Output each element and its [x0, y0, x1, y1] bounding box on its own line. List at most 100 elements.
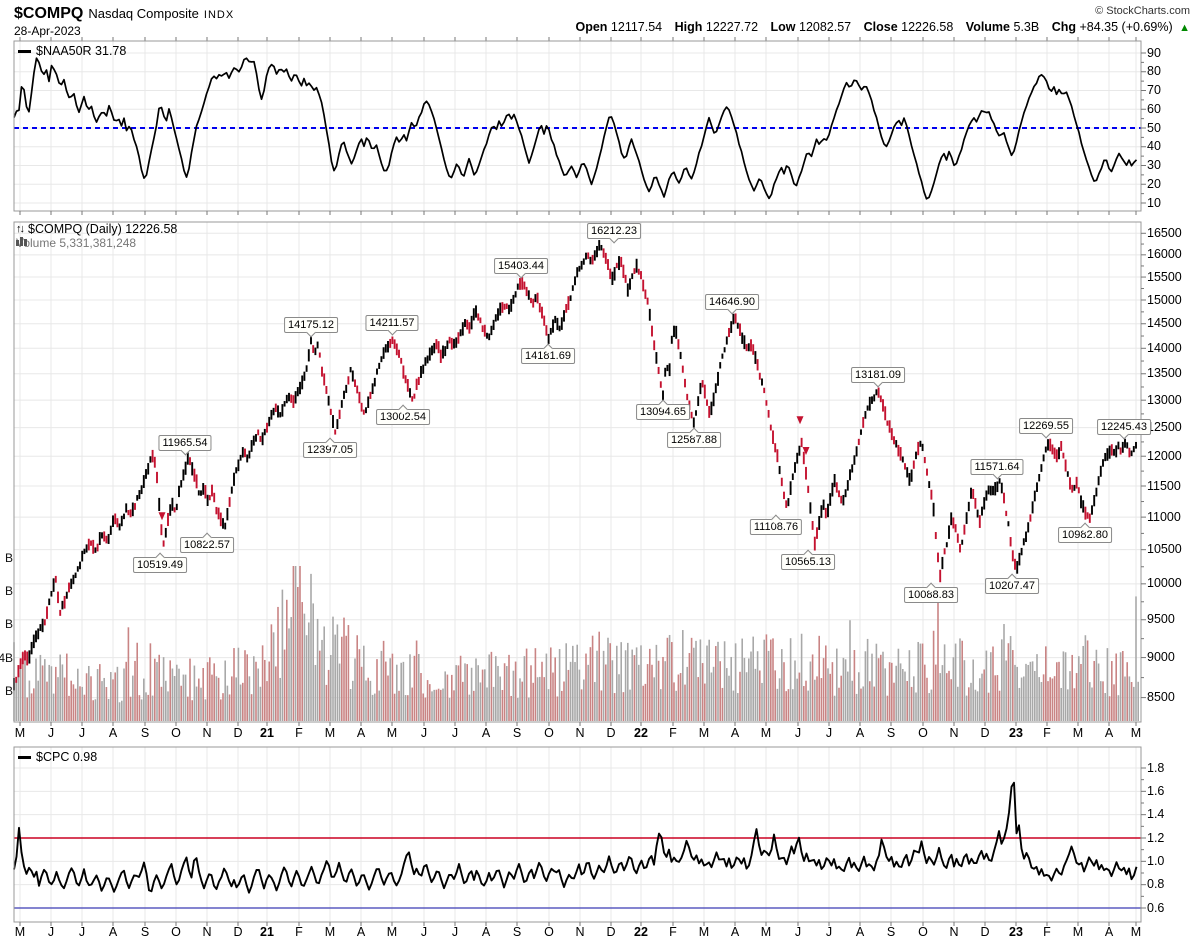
naa50r-y-axis-label: 20	[1147, 176, 1161, 191]
cpc-x-axis-label: M	[324, 925, 336, 939]
price-annotation: 12587.88	[667, 427, 721, 448]
chg-label: Chg	[1051, 20, 1077, 34]
cpc-legend-label: $CPC 0.98	[36, 750, 98, 764]
compq-y-axis-label: 13000	[1147, 392, 1182, 407]
cpc-x-axis-label: J	[451, 925, 459, 939]
cpc-y-axis-label: 1.2	[1147, 830, 1165, 845]
naa50r-legend-label: $NAA50R 31.78	[36, 44, 127, 58]
main-x-axis-label: D	[980, 726, 990, 740]
cpc-x-axis-label: O	[918, 925, 928, 939]
volume-bars-icon	[16, 237, 27, 246]
main-x-axis-label: A	[356, 726, 366, 740]
naa50r-y-axis-label: 30	[1147, 158, 1161, 172]
compq-y-axis-label: 10000	[1147, 576, 1182, 591]
down-arrow-marker	[158, 512, 166, 521]
main-x-axis-label: N	[949, 726, 959, 740]
main-x-axis-label: A	[1104, 726, 1114, 740]
cpc-x-axis-label: A	[481, 925, 491, 939]
cpc-x-axis-label: N	[949, 925, 959, 939]
naa50r-legend: $NAA50R 31.78	[18, 44, 126, 58]
compq-y-axis-label: 9000	[1147, 650, 1175, 665]
cpc-x-axis-label: J	[794, 925, 802, 939]
cpc-y-axis-label: 1.8	[1147, 760, 1165, 775]
line-swatch-icon	[18, 49, 31, 53]
low-label: Low	[770, 20, 796, 34]
main-x-axis-label: S	[886, 726, 896, 740]
main-x-axis-label: O	[918, 726, 928, 740]
naa50r-y-axis-label: 70	[1147, 83, 1161, 97]
price-annotation: 13181.09	[851, 367, 905, 388]
cpc-x-axis-label: M	[698, 925, 710, 939]
price-annotation: 13094.65	[636, 399, 690, 421]
compq-legend-label: $COMPQ (Daily) 12226.58	[28, 222, 178, 236]
price-annotation: 12245.43	[1097, 419, 1151, 440]
cpc-x-axis-label: D	[606, 925, 616, 939]
main-x-axis-label: F	[1043, 726, 1051, 740]
price-annotation: 10822.57	[180, 533, 234, 554]
main-x-axis-label: A	[730, 726, 740, 740]
volume-label: Volume	[965, 20, 1011, 34]
cpc-y-axis-label: 1.6	[1147, 783, 1165, 798]
compq-y-axis-label: 10500	[1147, 542, 1182, 557]
main-x-axis-label: J	[451, 726, 459, 740]
cpc-x-axis-label: 23	[1009, 925, 1023, 939]
cpc-x-axis-label: M	[386, 925, 398, 939]
cpc-x-axis-label: O	[171, 925, 181, 939]
price-annotation: 10519.49	[133, 552, 187, 574]
panel-border	[13, 40, 1142, 212]
cpc-x-axis-label: A	[1104, 925, 1114, 939]
exchange: INDX	[203, 9, 235, 21]
compq-y-axis-label: 15000	[1147, 292, 1182, 307]
main-x-axis-label: J	[825, 726, 833, 740]
cpc-x-axis-label: A	[108, 925, 118, 939]
compq-y-axis-label: 11000	[1147, 509, 1181, 524]
compq-y-axis-label: 14500	[1147, 316, 1182, 331]
down-arrow-marker	[796, 416, 804, 425]
cpc-x-axis-label: M	[1130, 925, 1142, 939]
cpc-x-axis-label: F	[295, 925, 303, 939]
main-x-axis-label: M	[1072, 726, 1084, 740]
main-x-axis-label: M	[14, 726, 26, 740]
main-x-axis-label: 22	[634, 726, 648, 740]
main-x-axis-label: J	[78, 726, 86, 740]
main-x-axis-label: O	[544, 726, 554, 740]
main-x-axis-label: M	[1130, 726, 1142, 740]
naa50r-y-axis-label: 10	[1147, 195, 1161, 210]
compq-y-axis-label: 14000	[1147, 340, 1182, 355]
copyright: © StockCharts.com	[1095, 5, 1190, 17]
open-label: Open	[575, 20, 608, 34]
main-x-axis-label: 23	[1009, 726, 1023, 740]
cpc-x-axis-label: 22	[634, 925, 648, 939]
naa50r-line	[13, 57, 1138, 200]
cpc-x-axis-label: S	[886, 925, 896, 939]
cpc-x-axis-label: A	[855, 925, 865, 939]
main-x-axis-label: A	[855, 726, 865, 740]
chart-date: 28-Apr-2023	[14, 24, 81, 38]
down-arrow-marker	[802, 447, 810, 456]
volume-axis-label: B	[4, 684, 13, 698]
main-x-axis-label: M	[760, 726, 772, 740]
naa50r-y-axis-label: 80	[1147, 64, 1161, 79]
cpc-y-axis-label: 0.6	[1147, 900, 1165, 915]
compq-y-axis-label: 8500	[1147, 690, 1175, 705]
cpc-x-axis-label: N	[575, 925, 585, 939]
cpc-x-axis-label: J	[47, 925, 55, 939]
volume-axis-label: 4B	[0, 651, 13, 665]
main-x-axis-label: O	[171, 726, 181, 740]
cpc-y-axis-label: 1.0	[1147, 853, 1165, 868]
cpc-x-axis-label: M	[1072, 925, 1084, 939]
price-annotation: 12269.55	[1019, 417, 1073, 439]
naa50r-y-axis-label: 90	[1147, 45, 1161, 60]
compq-y-axis-label: 15500	[1147, 269, 1182, 284]
main-x-axis-label: F	[295, 726, 303, 740]
main-x-axis-label: J	[47, 726, 55, 740]
main-x-axis-label: D	[606, 726, 616, 740]
cpc-legend: $CPC 0.98	[18, 750, 97, 764]
cpc-y-axis-label: 1.4	[1147, 807, 1165, 822]
compq-legend: ↑↓ $COMPQ (Daily) 12226.58	[16, 222, 177, 236]
main-x-axis-label: A	[108, 726, 118, 740]
volume-legend-label: Volume 5,331,381,248	[16, 236, 137, 250]
price-annotation: 14175.12	[284, 316, 338, 338]
main-x-axis-label: S	[512, 726, 522, 740]
